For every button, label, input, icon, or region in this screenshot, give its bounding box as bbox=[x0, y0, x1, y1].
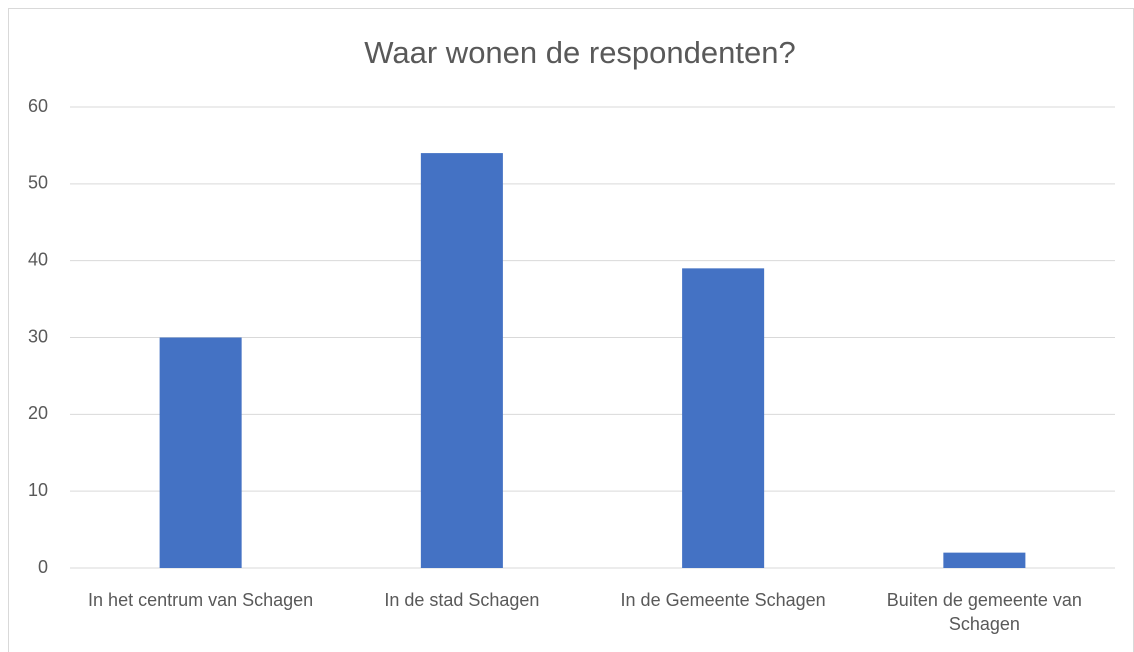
x-tick-label: In het centrum van Schagen bbox=[88, 590, 314, 610]
y-tick-label: 40 bbox=[28, 249, 48, 269]
bar bbox=[943, 552, 1026, 568]
bar bbox=[420, 153, 503, 568]
x-tick-label: In de stad Schagen bbox=[384, 590, 540, 610]
y-tick-label: 50 bbox=[28, 173, 48, 193]
y-tick-label: 10 bbox=[28, 480, 48, 500]
bar bbox=[159, 337, 242, 568]
y-tick-label: 0 bbox=[38, 557, 48, 577]
y-tick-label: 20 bbox=[28, 403, 48, 423]
y-tick-label: 30 bbox=[28, 326, 48, 346]
chart-title: Waar wonen de respondenten? bbox=[364, 35, 795, 70]
x-tick-label: Buiten de gemeente van Schagen bbox=[886, 590, 1082, 634]
y-tick-label: 60 bbox=[28, 96, 48, 116]
x-tick-label: In de Gemeente Schagen bbox=[620, 590, 826, 610]
bar bbox=[682, 268, 765, 568]
